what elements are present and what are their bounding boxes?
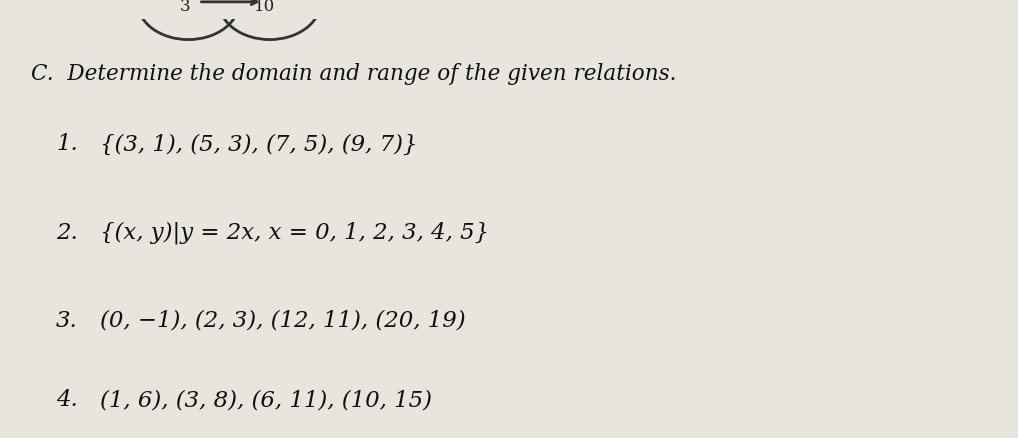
Text: 2.: 2. [56,222,77,244]
Text: {(3, 1), (5, 3), (7, 5), (9, 7)}: {(3, 1), (5, 3), (7, 5), (9, 7)} [100,134,417,155]
Text: 3.: 3. [56,310,77,332]
Text: {(x, y)|y = 2x, x = 0, 1, 2, 3, 4, 5}: {(x, y)|y = 2x, x = 0, 1, 2, 3, 4, 5} [100,221,489,244]
Text: 10: 10 [254,0,275,14]
Text: (0, −1), (2, 3), (12, 11), (20, 19): (0, −1), (2, 3), (12, 11), (20, 19) [100,310,465,332]
Text: 4.: 4. [56,389,77,411]
Text: 1.: 1. [56,134,77,155]
Text: (1, 6), (3, 8), (6, 11), (10, 15): (1, 6), (3, 8), (6, 11), (10, 15) [100,389,432,411]
Text: C.  Determine the domain and range of the given relations.: C. Determine the domain and range of the… [31,63,676,85]
Text: 3: 3 [180,0,190,14]
